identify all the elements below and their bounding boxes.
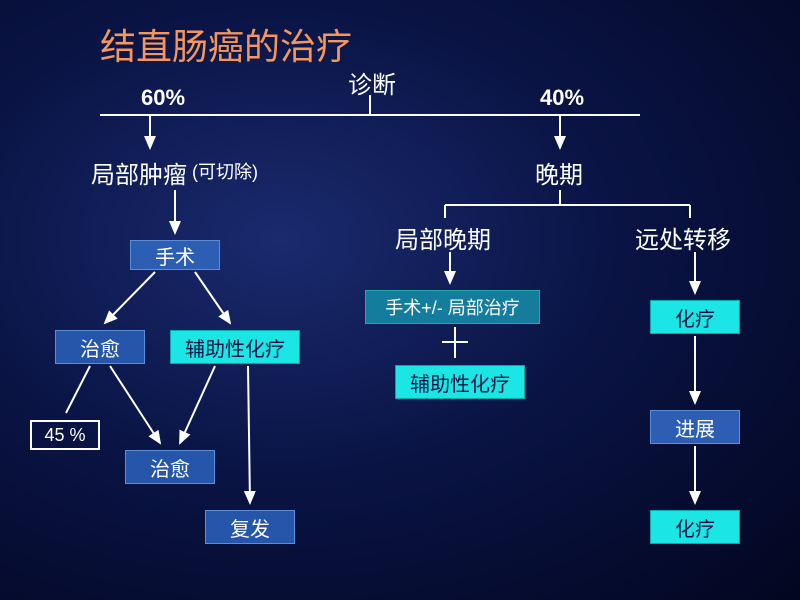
right-distant: 远处转移 — [635, 220, 731, 255]
slide-title: 结直肠癌的治疗 — [100, 18, 352, 70]
box-adjuvant-right: 辅助性化疗 — [395, 365, 525, 399]
left-header: 局部肿瘤 — [91, 155, 187, 190]
box-chemo2: 化疗 — [650, 510, 740, 544]
pct-right: 40% — [540, 85, 584, 111]
box-surg-local: 手术+/- 局部治疗 — [365, 290, 540, 324]
left-header-note: (可切除) — [192, 158, 258, 184]
box-adjuvant-left: 辅助性化疗 — [170, 330, 300, 364]
root-label: 诊断 — [348, 65, 396, 100]
box-relapse: 复发 — [205, 510, 295, 544]
box-45pct: 45 % — [30, 420, 100, 450]
box-cure2: 治愈 — [125, 450, 215, 484]
box-surgery: 手术 — [130, 240, 220, 270]
pct-left: 60% — [141, 85, 185, 111]
right-local-late: 局部晚期 — [395, 220, 491, 255]
box-cure1: 治愈 — [55, 330, 145, 364]
box-chemo1: 化疗 — [650, 300, 740, 334]
right-late: 晚期 — [535, 155, 583, 190]
box-progress: 进展 — [650, 410, 740, 444]
